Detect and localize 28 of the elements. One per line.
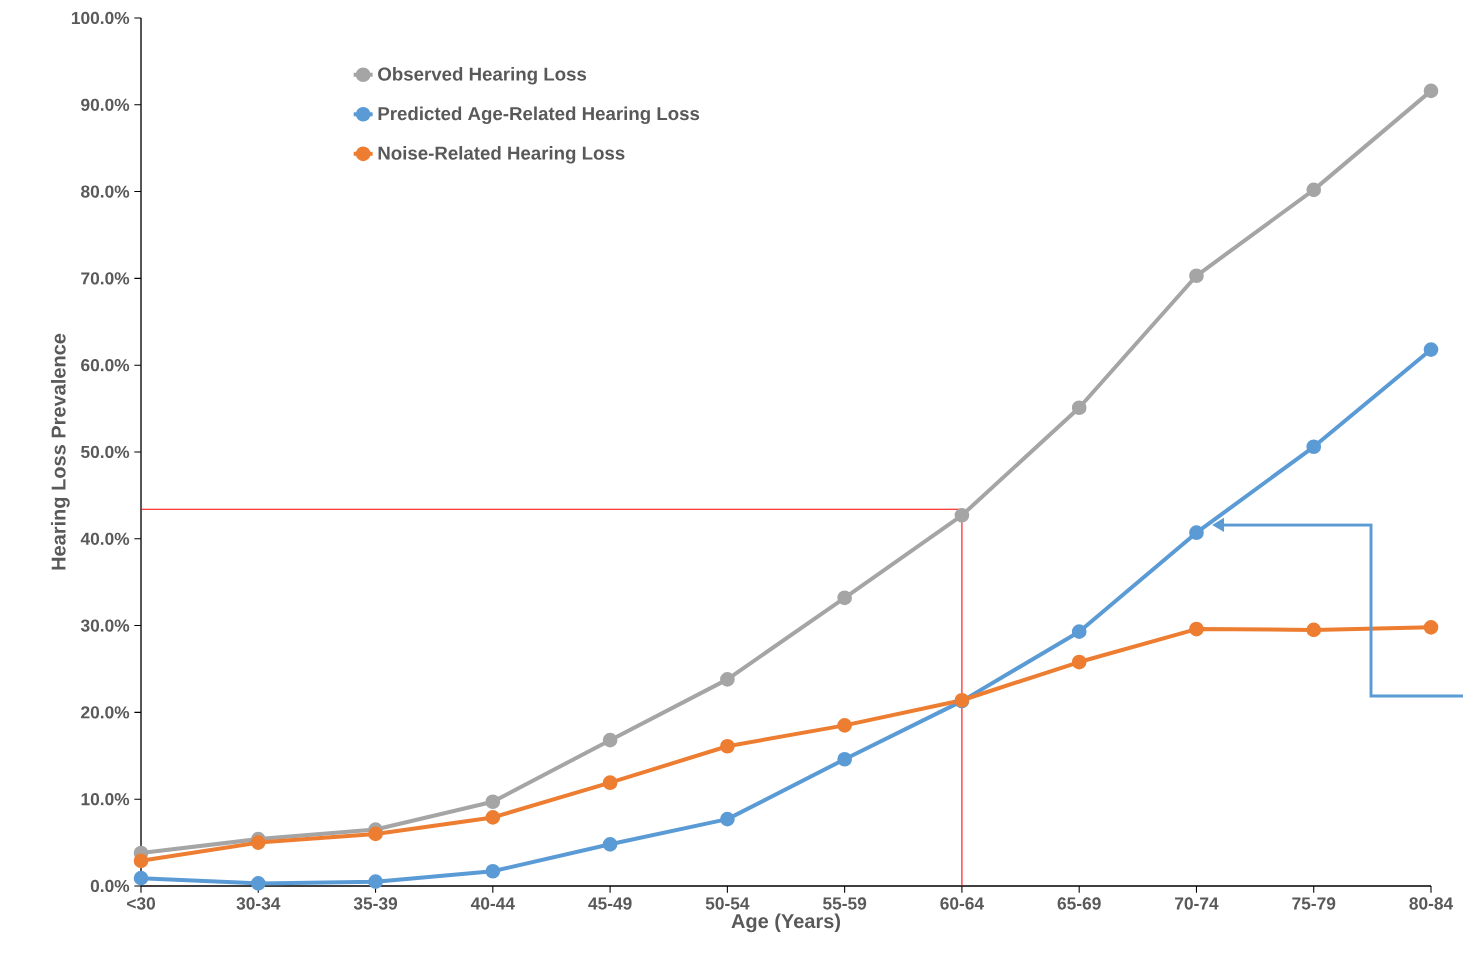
legend-label: Observed Hearing Loss bbox=[378, 66, 587, 85]
x-tick-label: 75-79 bbox=[1292, 897, 1336, 910]
y-tick-label: 60.0% bbox=[81, 359, 130, 372]
legend-label: Noise-Related Hearing Loss bbox=[378, 146, 625, 164]
y-tick-label: 70.0% bbox=[81, 272, 130, 285]
y-tick-label: 20.0% bbox=[81, 706, 130, 719]
y-tick-label: 40.0% bbox=[80, 532, 130, 545]
y-tick-label: 30.0% bbox=[80, 619, 130, 632]
x-tick-label: 50-54 bbox=[705, 897, 750, 910]
x-tick-label: 45-49 bbox=[588, 897, 632, 910]
y-tick-label: 10.0% bbox=[81, 793, 130, 806]
legend-label: Predicted Age-Related Hearing Loss bbox=[378, 106, 700, 124]
y-axis-title: Hearing Loss Prevalence bbox=[50, 333, 70, 570]
y-tick-label: 80.0% bbox=[81, 185, 130, 198]
x-axis-title: Age (Years) bbox=[731, 913, 841, 933]
x-tick-label: 60-64 bbox=[940, 897, 984, 910]
x-tick-label: 65-69 bbox=[1057, 897, 1101, 910]
y-tick-label: 100.0% bbox=[71, 11, 130, 25]
x-tick-label: 80-84 bbox=[1409, 897, 1454, 910]
x-tick-label: 35-39 bbox=[353, 897, 398, 910]
x-tick-label: 55-59 bbox=[823, 897, 867, 910]
y-tick-label: 90.0% bbox=[81, 98, 130, 111]
y-tick-label: 0.0% bbox=[90, 879, 130, 893]
x-tick-label: 70-74 bbox=[1175, 897, 1219, 910]
x-tick-label: 40-44 bbox=[470, 897, 515, 910]
y-tick-label: 50.0% bbox=[81, 445, 130, 459]
x-tick-label: 30-34 bbox=[236, 897, 281, 910]
x-tick-label: <30 bbox=[127, 897, 155, 910]
